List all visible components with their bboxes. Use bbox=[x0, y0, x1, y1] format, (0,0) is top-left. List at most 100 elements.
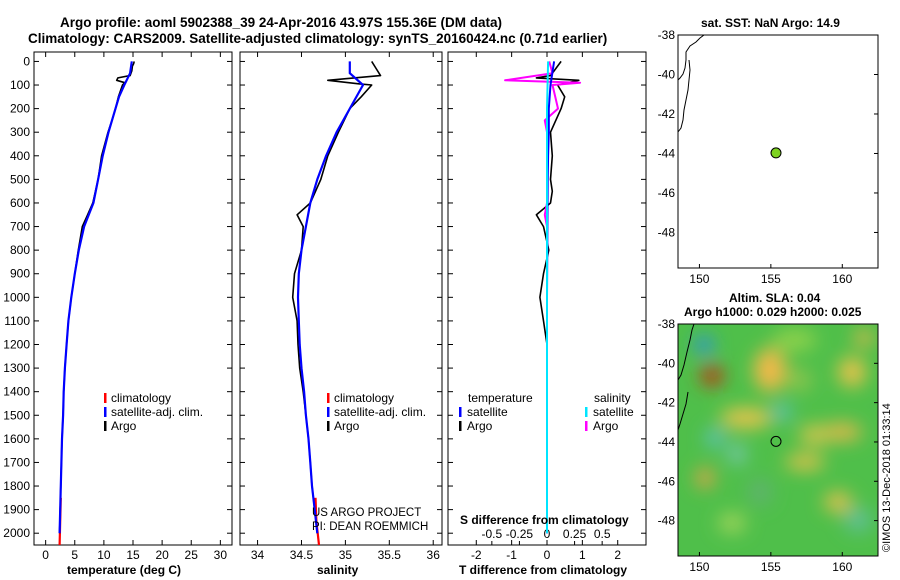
legend-swatch-climatology bbox=[327, 393, 330, 403]
x-tick-label: 10 bbox=[97, 548, 111, 562]
depth-tick-label: 1900 bbox=[3, 503, 30, 517]
x-tick-label: 20 bbox=[155, 548, 169, 562]
sst-map-panel: sat. SST: NaN Argo: 14.9 150 155 160 -38 -40… bbox=[658, 16, 879, 286]
depth-tick-label: 100 bbox=[10, 78, 30, 92]
map-lat-label: -48 bbox=[658, 225, 676, 239]
depth-tick-label: 900 bbox=[10, 267, 30, 281]
float-position-marker bbox=[770, 147, 782, 159]
legend-label-s-satellite: satellite bbox=[593, 405, 634, 419]
salinity-y-ticks bbox=[240, 60, 442, 534]
x-tick-label: 1 bbox=[579, 548, 586, 562]
map-lat-label: -46 bbox=[658, 186, 676, 200]
difference-profiles bbox=[504, 60, 582, 534]
legend-swatch-t-argo bbox=[459, 421, 462, 431]
map-lon-label: 160 bbox=[832, 272, 852, 286]
s-diff-tick-label: -0.25 bbox=[506, 527, 534, 541]
salinity-panel: 34 34.5 35 35.5 36 climatology satellite-adj… bbox=[239, 51, 443, 577]
depth-tick-labels: 0 100 200 300 400 500 600 700 800 900 1000 1100 1200… bbox=[3, 54, 232, 540]
legend-swatch-satellite-adj bbox=[104, 407, 107, 417]
x-tick-label: 35 bbox=[339, 548, 353, 562]
sla-map-float bbox=[770, 435, 782, 447]
depth-tick-label: 1300 bbox=[3, 361, 30, 375]
x-tick-label: 36 bbox=[427, 548, 441, 562]
depth-tick-label: 1000 bbox=[3, 290, 30, 304]
legend-label-argo: Argo bbox=[334, 419, 360, 433]
temperature-profiles bbox=[58, 61, 135, 545]
difference-panel: -2 -1 0 1 2 -0.5 -0.25 0 0.25 0.5 temperature sa… bbox=[447, 51, 647, 577]
legend-heading-salinity: salinity bbox=[594, 391, 631, 405]
difference-x-ticks: -2 -1 0 1 2 bbox=[471, 52, 621, 562]
s-diff-tick-label: -0.5 bbox=[481, 527, 502, 541]
sla-map-title-2: Argo h1000: 0.029 h2000: 0.025 bbox=[684, 305, 862, 319]
x-tick-label: 30 bbox=[214, 548, 228, 562]
sla-heatmap bbox=[678, 324, 878, 556]
s-diff-tick-label: 0.25 bbox=[563, 527, 587, 541]
map-lat-label: -42 bbox=[658, 107, 676, 121]
salinity-legend: climatology satellite-adj. clim. Argo bbox=[327, 391, 426, 433]
salinity-difference-ticks: -0.5 -0.25 0 0.25 0.5 bbox=[481, 527, 611, 545]
legend-label-t-argo: Argo bbox=[467, 419, 493, 433]
salinity-x-ticks: 34 34.5 35 35.5 36 bbox=[251, 52, 440, 562]
figure-title-line-1: Argo profile: aoml 5902388_39 24-Apr-201… bbox=[60, 15, 502, 30]
depth-tick-label: 1200 bbox=[3, 337, 30, 351]
x-tick-label: 0 bbox=[42, 548, 49, 562]
x-tick-label: 35.5 bbox=[378, 548, 402, 562]
temperature-x-label: temperature (deg C) bbox=[67, 563, 181, 577]
legend-swatch-t-satellite bbox=[459, 407, 462, 417]
x-tick-label: 0 bbox=[544, 548, 551, 562]
temperature-difference-label: T difference from climatology bbox=[459, 563, 627, 577]
temperature-satellite-line bbox=[58, 61, 133, 534]
map-lon-label: 155 bbox=[761, 272, 781, 286]
sst-map-float bbox=[770, 147, 782, 159]
figure-title-line-2: Climatology: CARS2009. Satellite-adjuste… bbox=[28, 31, 607, 46]
map-lat-label: -40 bbox=[658, 356, 676, 370]
x-tick-label: 34.5 bbox=[290, 548, 314, 562]
salinity-difference-label: S difference from climatology bbox=[460, 513, 629, 527]
legend-heading-temperature: temperature bbox=[468, 391, 533, 405]
map-lat-label: -48 bbox=[658, 514, 676, 528]
legend-label-s-argo: Argo bbox=[593, 419, 619, 433]
credit-pi: PI: DEAN ROEMMICH bbox=[312, 521, 428, 533]
depth-tick-label: 1700 bbox=[3, 455, 30, 469]
coastline bbox=[677, 34, 705, 133]
map-lat-label: -40 bbox=[658, 67, 676, 81]
salinity-axes-frame bbox=[239, 51, 443, 546]
x-tick-label: 34 bbox=[251, 548, 265, 562]
map-lon-label: 150 bbox=[689, 272, 709, 286]
depth-tick-label: 500 bbox=[10, 172, 30, 186]
map-lat-label: -42 bbox=[658, 396, 676, 410]
sla-map-ticks: 150 155 160 -38 -40 -42 -44 -46 -48 bbox=[658, 317, 878, 574]
salinity-difference-satellite-line bbox=[546, 61, 550, 534]
x-tick-label: 15 bbox=[126, 548, 140, 562]
depth-tick-label: 600 bbox=[10, 196, 30, 210]
legend-swatch-argo bbox=[104, 421, 107, 431]
depth-tick-label: 800 bbox=[10, 243, 30, 257]
salinity-profiles bbox=[291, 60, 382, 545]
map-lat-label: -38 bbox=[658, 317, 676, 331]
map-lon-label: 160 bbox=[832, 560, 852, 574]
credit-project: US ARGO PROJECT bbox=[312, 507, 421, 519]
temperature-legend: climatology satellite-adj. clim. Argo bbox=[104, 391, 203, 433]
depth-tick-label: 0 bbox=[23, 54, 30, 68]
salinity-satellite-line bbox=[296, 61, 365, 534]
depth-tick-label: 200 bbox=[10, 102, 30, 116]
depth-tick-label: 300 bbox=[10, 125, 30, 139]
legend-swatch-argo bbox=[327, 421, 330, 431]
float-position-marker bbox=[770, 435, 782, 447]
legend-swatch-climatology bbox=[104, 393, 107, 403]
legend-label-climatology: climatology bbox=[111, 391, 171, 405]
depth-tick-label: 1400 bbox=[3, 385, 30, 399]
x-tick-label: 2 bbox=[614, 548, 621, 562]
s-diff-tick-label: 0 bbox=[544, 527, 551, 541]
map-lat-label: -46 bbox=[658, 474, 676, 488]
legend-label-satellite-adj: satellite-adj. clim. bbox=[334, 405, 426, 419]
sla-map-title-1: Altim. SLA: 0.04 bbox=[729, 291, 821, 305]
legend-label-satellite-adj: satellite-adj. clim. bbox=[111, 405, 203, 419]
legend-swatch-s-satellite bbox=[585, 407, 588, 417]
sst-map-title: sat. SST: NaN Argo: 14.9 bbox=[701, 16, 840, 30]
depth-tick-label: 700 bbox=[10, 220, 30, 234]
depth-tick-label: 2000 bbox=[3, 526, 30, 540]
x-tick-label: 25 bbox=[185, 548, 199, 562]
legend-label-climatology: climatology bbox=[334, 391, 394, 405]
